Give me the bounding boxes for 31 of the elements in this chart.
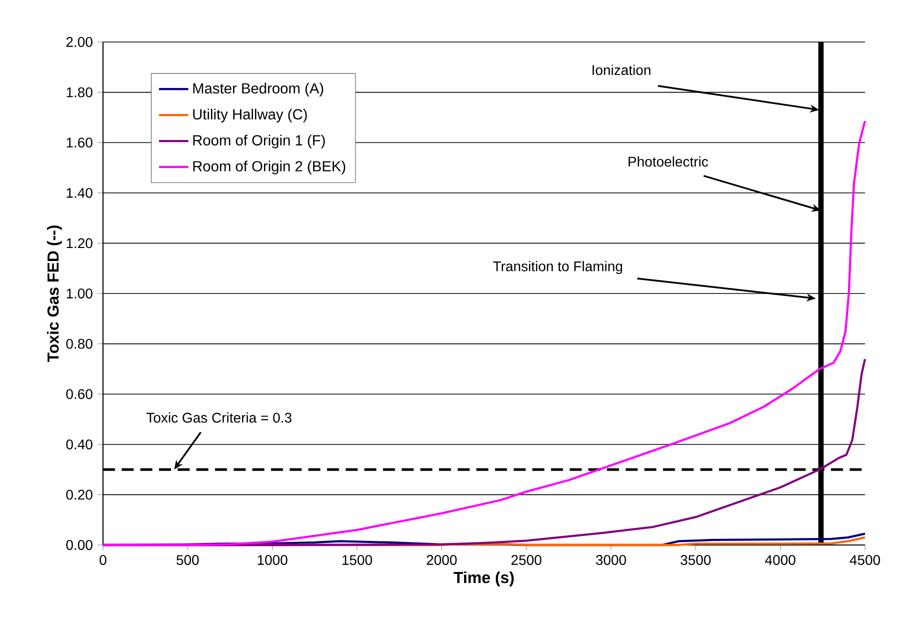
legend-label: Room of Origin 1 (F) [193,134,325,148]
x-tick-label: 1000 [258,555,288,565]
y-axis-title: Toxic Gas FED (--) [46,226,62,362]
y-tick-label: 1.40 [66,188,92,198]
annotation: Transition to Flaming [493,261,622,274]
y-tick-label: 0.00 [66,540,92,550]
x-tick-label: 1500 [342,555,372,565]
legend-label: Utility Hallway (C) [193,108,307,122]
annotation: Ionization [592,64,650,76]
legend-label: Room of Origin 2 (BEK) [193,160,346,174]
y-tick-label: 1.20 [66,238,92,248]
y-tick-label: 0.60 [66,389,92,400]
y-tick-label: 1.00 [66,288,92,298]
y-tick-label: 1.60 [66,138,92,148]
x-tick-label: 4000 [765,555,796,565]
annotation: Photoelectric [628,156,708,167]
y-tick-label: 0.20 [66,490,92,500]
x-tick-label: 0 [100,555,106,565]
y-tick-label: 1.80 [66,87,92,98]
y-tick-label: 2.00 [66,37,92,47]
x-tick-label: 3000 [596,555,626,565]
x-tick-label: 500 [176,555,199,565]
annotation: Toxic Gas Criteria = 0.3 [146,412,292,423]
y-tick-label: 0.80 [66,338,92,349]
x-tick-label: 2000 [426,555,457,565]
y-tick-label: 0.40 [66,439,92,450]
x-axis-title: Time (s) [454,571,514,586]
x-tick-label: 4500 [850,555,880,565]
x-tick-label: 2500 [511,555,542,565]
x-tick-label: 3500 [680,555,711,565]
legend-label: Master Bedroom (A) [193,82,324,96]
